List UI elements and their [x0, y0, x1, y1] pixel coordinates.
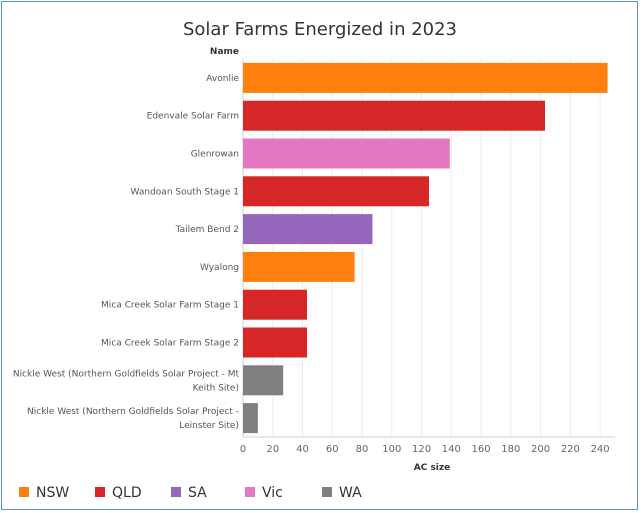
x-tick-label: 240 [591, 444, 610, 455]
x-tick-label: 60 [326, 444, 339, 455]
x-tick-label: 220 [561, 444, 580, 455]
bars [243, 62, 608, 434]
x-tick-label: 120 [412, 444, 431, 455]
legend-swatch [171, 487, 181, 497]
bar [243, 365, 284, 396]
bar [243, 100, 546, 131]
x-axis-caption: AC size [414, 463, 451, 473]
bar [243, 251, 355, 282]
legend-label: QLD [112, 485, 142, 501]
x-tick-label: 40 [296, 444, 309, 455]
legend-label: WA [339, 485, 362, 501]
x-tick-label: 180 [501, 444, 520, 455]
chart-title: Solar Farms Energized in 2023 [183, 19, 457, 40]
x-tick-label: 140 [442, 444, 461, 455]
bar [243, 214, 373, 245]
legend-swatch [322, 487, 332, 497]
x-tick-label: 20 [266, 444, 279, 455]
bar [243, 176, 429, 207]
x-tick-label: 200 [531, 444, 550, 455]
bar [243, 327, 307, 358]
legend-label: NSW [36, 485, 69, 501]
x-tick-label: 0 [240, 444, 246, 455]
x-tick-label: 80 [356, 444, 369, 455]
category-label: Wandoan South Stage 1 [131, 187, 239, 197]
category-label: Nickle West (Northern Goldfields Solar P… [13, 369, 240, 379]
bar [243, 403, 258, 434]
category-label: Avonlie [206, 74, 239, 84]
legend-swatch [95, 487, 105, 497]
x-tick-labels: 0 20 40 60 80 100 120 140 160 180 200 220 240 [240, 444, 610, 455]
category-label: Wyalong [200, 263, 239, 273]
category-labels: Avonlie Edenvale Solar Farm Glenrowan Wando… [13, 74, 240, 431]
category-label: Mica Creek Solar Farm Stage 1 [101, 301, 239, 311]
bar [243, 62, 608, 93]
legend-swatch [19, 487, 29, 497]
x-tick-label: 160 [472, 444, 491, 455]
x-tick-label: 100 [382, 444, 401, 455]
bar [243, 138, 450, 169]
category-label: Glenrowan [191, 150, 239, 160]
category-label: Mica Creek Solar Farm Stage 2 [101, 339, 239, 349]
bar [243, 289, 307, 320]
category-label: Keith Site) [193, 383, 239, 393]
legend-swatch [245, 487, 255, 497]
category-label: Leinster Site) [179, 421, 239, 431]
legend-label: Vic [262, 485, 283, 501]
category-label: Nickle West (Northern Goldfields Solar P… [27, 407, 239, 417]
y-axis-caption: Name [210, 47, 239, 57]
legend-label: SA [188, 485, 207, 501]
category-label: Edenvale Solar Farm [147, 112, 239, 122]
legend: NSW QLD SA Vic WA [19, 485, 362, 501]
category-label: Tailem Bend 2 [175, 225, 239, 235]
